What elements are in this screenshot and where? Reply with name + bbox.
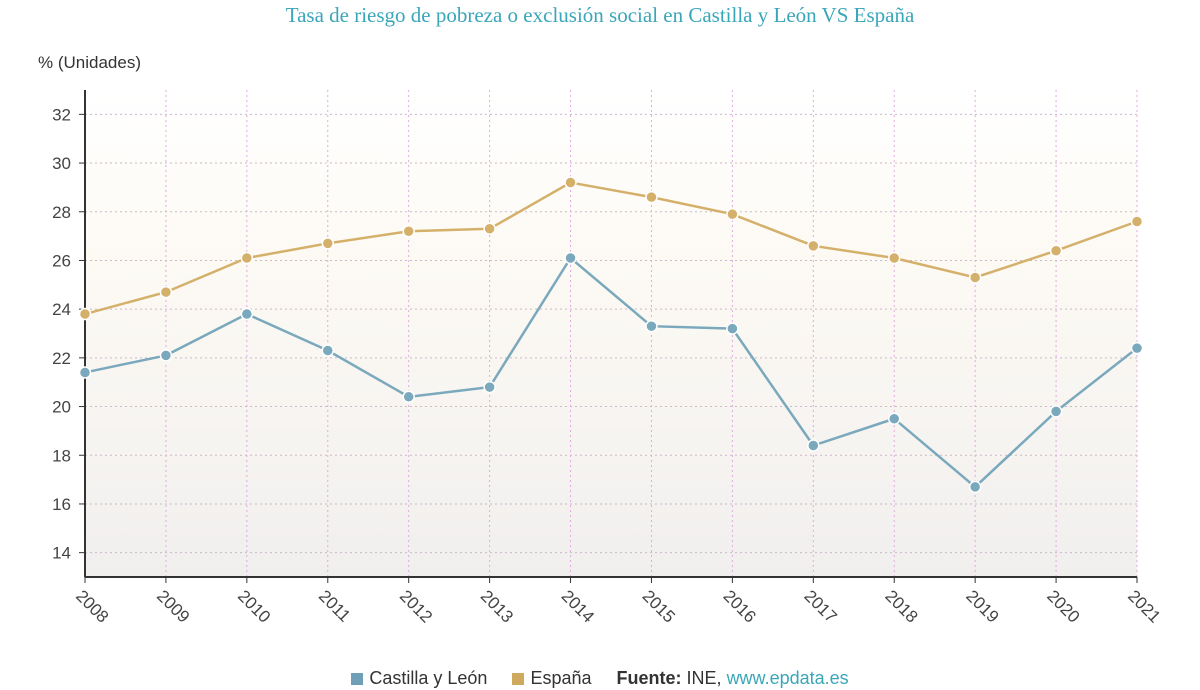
y-tick-label: 32 bbox=[52, 105, 71, 124]
source-value: INE, bbox=[686, 667, 722, 688]
legend-item-castilla[interactable]: Castilla y León bbox=[351, 668, 487, 689]
legend-label-espana: España bbox=[530, 667, 592, 688]
y-tick-label: 24 bbox=[52, 300, 71, 319]
data-point[interactable] bbox=[968, 271, 982, 284]
data-point[interactable] bbox=[645, 190, 658, 204]
data-point[interactable] bbox=[1049, 244, 1063, 257]
data-point[interactable] bbox=[78, 366, 92, 379]
y-tick-label: 20 bbox=[52, 398, 71, 417]
y-tick-label: 22 bbox=[52, 349, 71, 368]
data-point[interactable] bbox=[564, 176, 577, 189]
legend-item-espana[interactable]: España bbox=[512, 667, 592, 689]
series-lines bbox=[78, 176, 1144, 494]
series-1 bbox=[78, 176, 1144, 321]
x-tick-label: 2010 bbox=[234, 586, 274, 626]
data-point[interactable] bbox=[78, 307, 92, 321]
x-tick-label: 2019 bbox=[962, 586, 1002, 626]
axes bbox=[79, 90, 1138, 583]
data-point[interactable] bbox=[240, 307, 254, 321]
data-point[interactable] bbox=[887, 412, 901, 425]
x-tick-label: 2020 bbox=[1043, 586, 1083, 626]
data-point[interactable] bbox=[240, 251, 254, 265]
legend: Castilla y León España Fuente: INE, www.… bbox=[0, 667, 1200, 689]
x-tick-label: 2018 bbox=[881, 586, 921, 626]
x-tick-label: 2012 bbox=[396, 586, 436, 626]
y-tick-label: 30 bbox=[52, 154, 71, 173]
y-tick-labels: 14 16 18 20 22 24 26 28 30 32 bbox=[52, 105, 71, 562]
plot-background bbox=[85, 90, 1137, 577]
data-point[interactable] bbox=[807, 239, 820, 253]
x-tick-label: 2009 bbox=[153, 586, 193, 626]
x-tick-label: 2021 bbox=[1124, 586, 1164, 626]
x-tick-label: 2011 bbox=[315, 586, 354, 625]
source-link[interactable]: www.epdata.es bbox=[726, 667, 849, 688]
x-tick-label: 2016 bbox=[720, 586, 760, 626]
y-tick-label: 14 bbox=[52, 544, 71, 563]
x-tick-label: 2008 bbox=[72, 586, 112, 626]
data-point[interactable] bbox=[726, 207, 739, 221]
y-tick-label: 26 bbox=[52, 251, 71, 270]
x-tick-label: 2015 bbox=[639, 586, 679, 626]
y-tick-label: 16 bbox=[52, 495, 71, 514]
x-tick-label: 2013 bbox=[477, 586, 517, 626]
data-point[interactable] bbox=[402, 224, 415, 238]
data-point[interactable] bbox=[321, 344, 335, 357]
series-0 bbox=[78, 251, 1144, 494]
horizontal-gridlines bbox=[85, 113, 1137, 554]
series-line-0 bbox=[84, 256, 1138, 489]
data-point[interactable] bbox=[321, 237, 335, 250]
source-label: Fuente: bbox=[616, 667, 682, 688]
legend-swatch-castilla bbox=[351, 673, 364, 685]
series-line-1 bbox=[84, 181, 1138, 316]
data-point[interactable] bbox=[483, 222, 496, 236]
data-point[interactable] bbox=[1130, 341, 1144, 355]
legend-swatch-espana bbox=[512, 673, 525, 685]
data-point[interactable] bbox=[645, 319, 658, 333]
y-axis-label: % (Unidades) bbox=[38, 53, 141, 72]
source-credit: Fuente: INE, www.epdata.es bbox=[617, 668, 849, 689]
data-point[interactable] bbox=[887, 251, 901, 265]
x-tick-label: 2017 bbox=[800, 586, 840, 626]
x-tick-labels: 2008 2009 2010 2011 2012 2013 2014 2015 2016 2017… bbox=[72, 586, 1164, 626]
data-point[interactable] bbox=[1049, 405, 1063, 418]
data-point[interactable] bbox=[159, 285, 173, 299]
data-point[interactable] bbox=[402, 390, 415, 404]
chart-title: Tasa de riesgo de pobreza o exclusión so… bbox=[285, 3, 915, 27]
data-point[interactable] bbox=[159, 349, 173, 362]
data-point[interactable] bbox=[968, 480, 982, 494]
y-tick-label: 18 bbox=[52, 446, 71, 465]
data-point[interactable] bbox=[726, 322, 739, 335]
x-tick-label: 2014 bbox=[558, 586, 598, 626]
y-tick-label: 28 bbox=[52, 203, 71, 222]
legend-label-castilla: Castilla y León bbox=[369, 667, 488, 688]
data-point[interactable] bbox=[1130, 215, 1144, 228]
data-point[interactable] bbox=[564, 251, 577, 265]
data-point[interactable] bbox=[807, 439, 820, 452]
data-point[interactable] bbox=[483, 380, 496, 394]
